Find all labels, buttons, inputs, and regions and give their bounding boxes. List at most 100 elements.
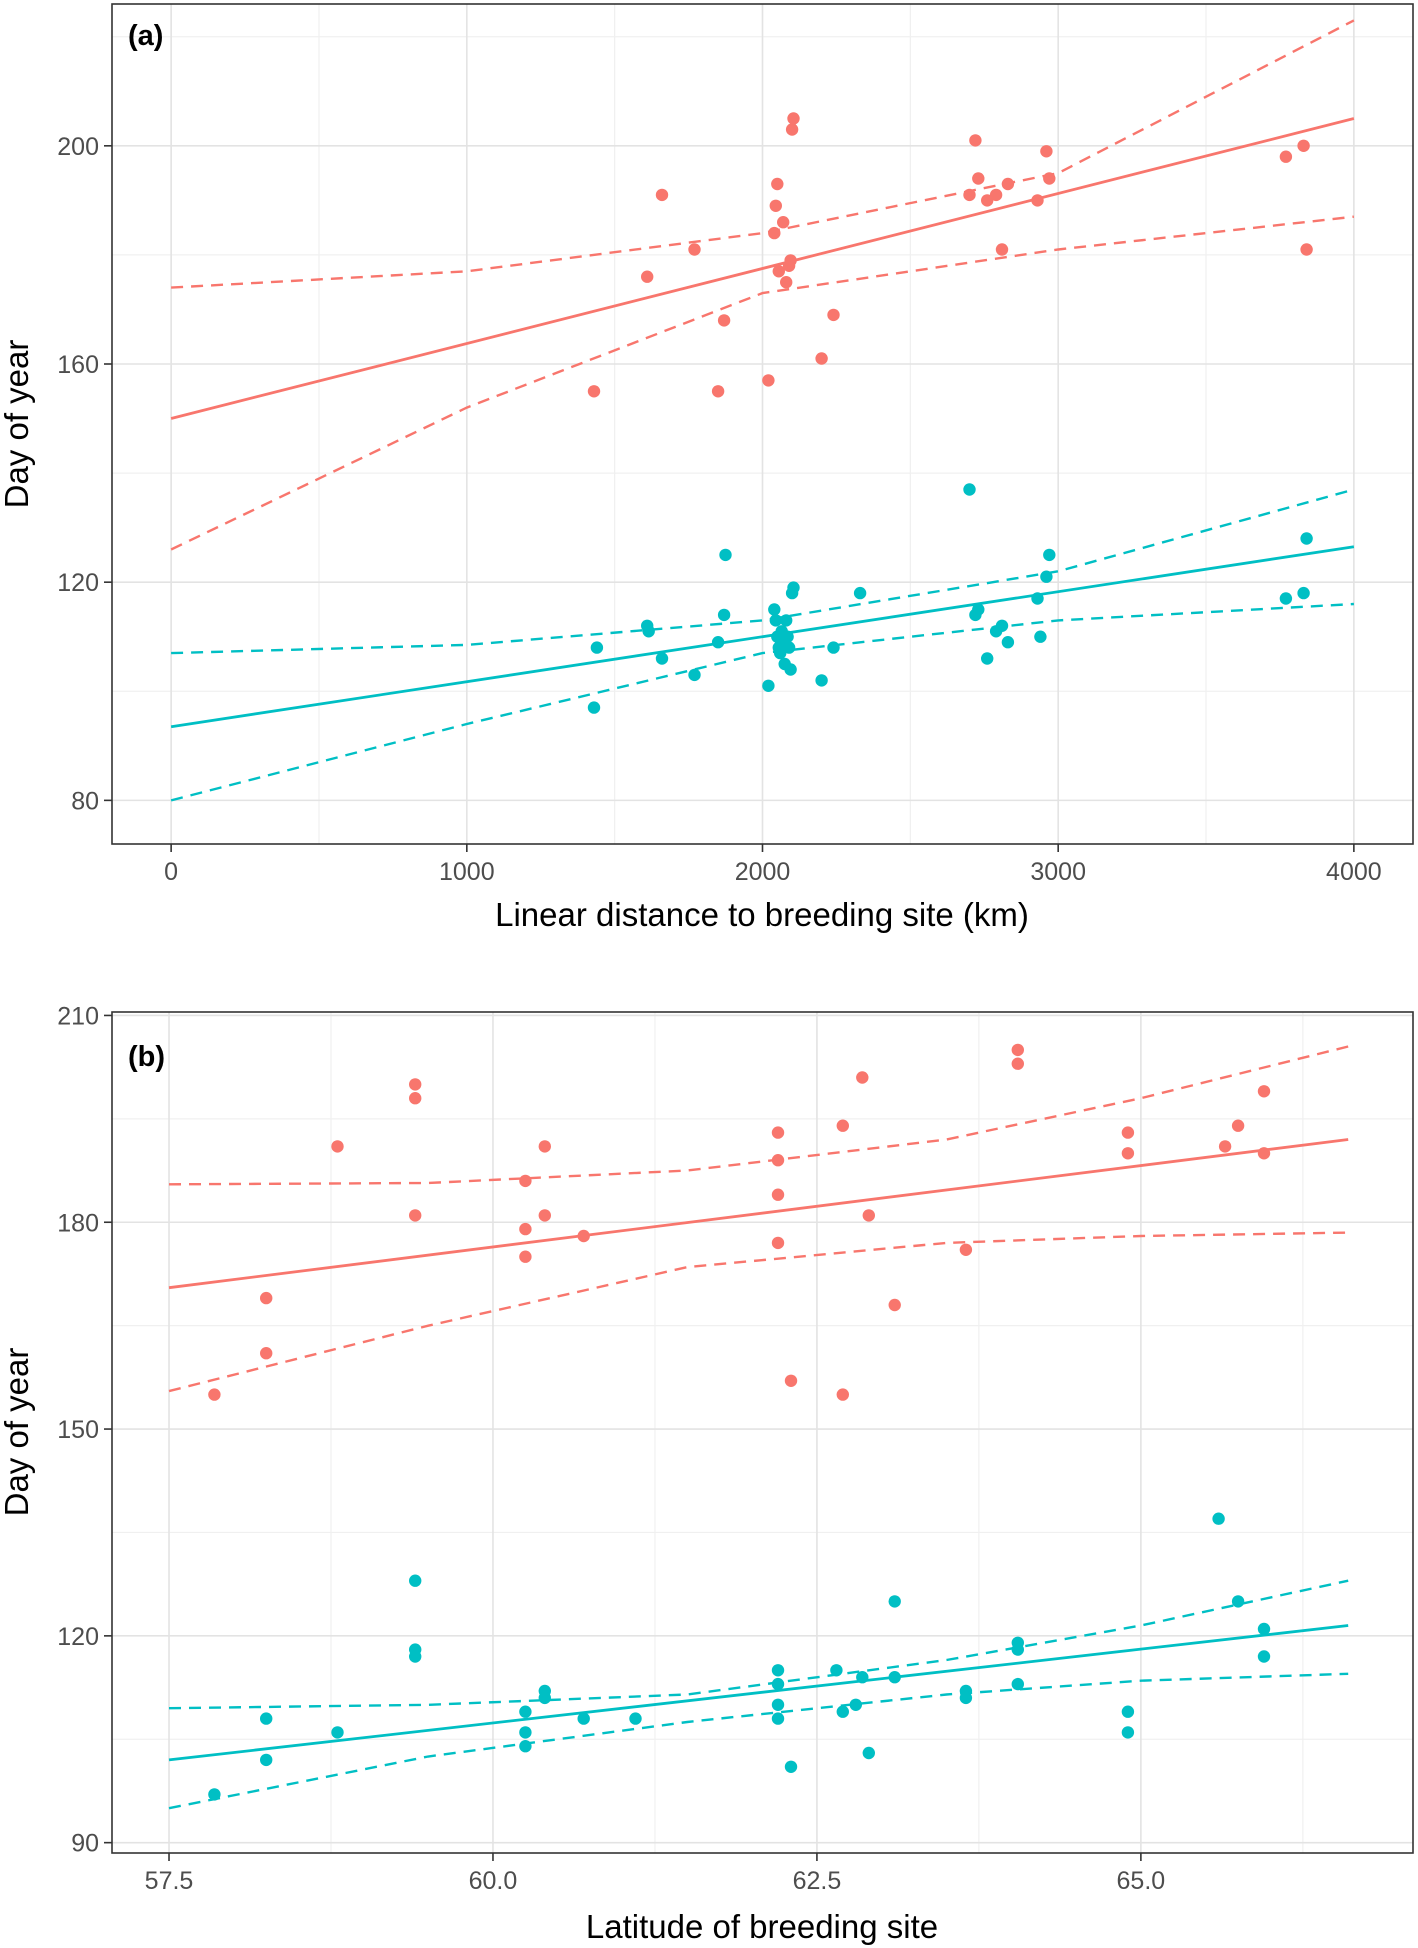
panel-a-y-tick-label: 120	[57, 569, 99, 597]
panel-a-autumn-point	[777, 216, 790, 229]
panel-b-x-axis-title: Latitude of breeding site	[586, 1908, 938, 1945]
panel-a-x-tick-label: 0	[164, 858, 178, 886]
panel-a-spring-point	[1300, 532, 1313, 545]
panel-b-autumn-point	[577, 1229, 590, 1243]
panel-a-autumn-ci-lower-line	[170, 215, 1355, 551]
panel-b-points	[208, 1043, 1271, 1801]
panel-a-autumn-point	[717, 314, 731, 327]
panel-a-autumn-point	[1031, 194, 1044, 207]
panel-a-x-axis-title: Linear distance to breeding site (km)	[495, 896, 1029, 933]
panel-b-spring-point	[1212, 1512, 1225, 1525]
panel-a-autumn-point	[762, 374, 775, 387]
panel-a-autumn-fit-line	[170, 117, 1355, 420]
panel-b-spring-point	[771, 1698, 785, 1712]
panel-a-spring-point	[827, 641, 840, 654]
panel-a-spring-point	[719, 548, 732, 562]
panel-a-autumn-ci-upper-line	[171, 19, 1355, 289]
panel-a-spring-point	[762, 679, 775, 692]
panel-b-autumn-ci-upper-line	[168, 1045, 1349, 1186]
panel-b-autumn-point	[771, 1126, 785, 1139]
panel-a-spring-fit-line	[170, 545, 1355, 729]
panel-a-spring-point	[853, 586, 867, 600]
panel-a-autumn-point	[780, 276, 793, 289]
panel-a-autumn-point	[771, 177, 784, 191]
panel-b-spring-ci-upper-line	[168, 1579, 1349, 1710]
panel-a-autumn-point	[1001, 177, 1015, 191]
panel-b-spring-point	[519, 1726, 532, 1739]
panel-b-spring-point	[260, 1712, 273, 1725]
panel-b-autumn-ci-lower-line	[168, 1231, 1349, 1393]
panel-a-fit-lines	[170, 117, 1355, 729]
panel-a-autumn-point	[641, 270, 654, 283]
panel-a-autumn-point	[688, 243, 701, 256]
panel-a-autumn-point	[1279, 150, 1293, 163]
panel-b-autumn-point	[1231, 1119, 1245, 1132]
panel-a-autumn-point	[815, 352, 828, 365]
panel-b-autumn-point	[836, 1388, 849, 1401]
panel-a-autumn-point	[995, 243, 1009, 256]
panel-b-autumn-point	[771, 1188, 785, 1201]
panel-a-spring-point	[1040, 570, 1053, 583]
panel-b-autumn-point	[1218, 1140, 1232, 1153]
panel-a-spring-point	[981, 652, 994, 665]
panel-b-spring-point	[856, 1671, 869, 1684]
panel-a: 0 1000 2000 3000 4000 80 120 160 200 (a) Linear …	[0, 3, 1414, 933]
panel-b-y-tick-label: 210	[57, 1002, 99, 1030]
panel-a-spring-point	[1043, 548, 1056, 562]
panel-a-autumn-point	[827, 308, 840, 322]
panel-b-autumn-point	[260, 1291, 273, 1305]
panel-b-spring-point	[260, 1753, 273, 1767]
panel-b-spring-point	[1011, 1643, 1024, 1656]
panel-a-spring-point	[780, 614, 793, 627]
panel-b-gridlines	[112, 1012, 1413, 1853]
panel-a-y-tick-label: 200	[57, 133, 99, 161]
panel-a-spring-point	[688, 668, 701, 682]
panel-a-x-tick-label: 4000	[1326, 858, 1382, 886]
panel-b-spring-point	[849, 1698, 862, 1712]
panel-a-ticks: 0 1000 2000 3000 4000 80 120 160 200	[57, 133, 1381, 886]
panel-a-spring-point	[1279, 592, 1293, 605]
panel-a-points	[587, 112, 1313, 714]
panel-b-autumn-fit-line	[168, 1138, 1349, 1290]
panel-b-spring-point	[771, 1712, 785, 1725]
panel-b-autumn-point	[331, 1140, 344, 1153]
panel-a-label: (a)	[128, 20, 163, 52]
panel-a-confidence-bands	[170, 19, 1355, 802]
panel-b-y-axis-title: Day of year	[0, 1348, 35, 1517]
panel-b-autumn-point	[409, 1078, 422, 1091]
panel-b: 57.5 60.0 62.5 65.0 90 120 150 180 210 (b) Latit…	[0, 1002, 1414, 1945]
panel-b-autumn-point	[1257, 1147, 1271, 1160]
panel-b-autumn-point	[888, 1298, 901, 1312]
panel-a-autumn-point	[711, 385, 725, 398]
panel-a-autumn-point	[655, 188, 669, 202]
panel-b-spring-point	[629, 1712, 642, 1725]
panel-b-border	[111, 1011, 1414, 1854]
panel-a-y-axis-title: Day of year	[0, 340, 35, 509]
panel-a-spring-point	[815, 674, 828, 687]
panel-b-label: (b)	[128, 1041, 165, 1073]
panel-b-ticks: 57.5 60.0 62.5 65.0 90 120 150 180 210	[57, 1002, 1165, 1895]
panel-a-autumn-point	[784, 254, 797, 267]
panel-b-spring-point	[771, 1664, 785, 1677]
panel-b-spring-point	[538, 1691, 551, 1705]
panel-a-autumn-point	[768, 226, 781, 240]
panel-a-autumn-point	[969, 134, 982, 147]
panel-a-autumn-point	[587, 385, 601, 398]
panel-a-spring-point	[972, 603, 985, 616]
panel-a-autumn-point	[1297, 139, 1310, 152]
panel-a-spring-point	[1031, 592, 1044, 605]
panel-a-autumn-point	[972, 172, 985, 185]
panel-b-x-tick-label: 65.0	[1117, 1867, 1166, 1895]
panel-a-x-tick-label: 3000	[1030, 858, 1086, 886]
panel-b-autumn-point	[208, 1388, 221, 1401]
panel-b-spring-point	[577, 1712, 590, 1725]
panel-a-spring-ci-lower-line	[170, 602, 1354, 802]
panel-b-x-tick-label: 60.0	[469, 1867, 518, 1895]
panel-b-fit-lines	[168, 1138, 1349, 1762]
panel-a-spring-point	[784, 663, 797, 676]
panel-b-autumn-point	[409, 1092, 422, 1105]
panel-a-spring-point	[587, 701, 601, 714]
panel-b-spring-point	[1121, 1726, 1135, 1739]
panel-a-spring-point	[1001, 636, 1015, 649]
